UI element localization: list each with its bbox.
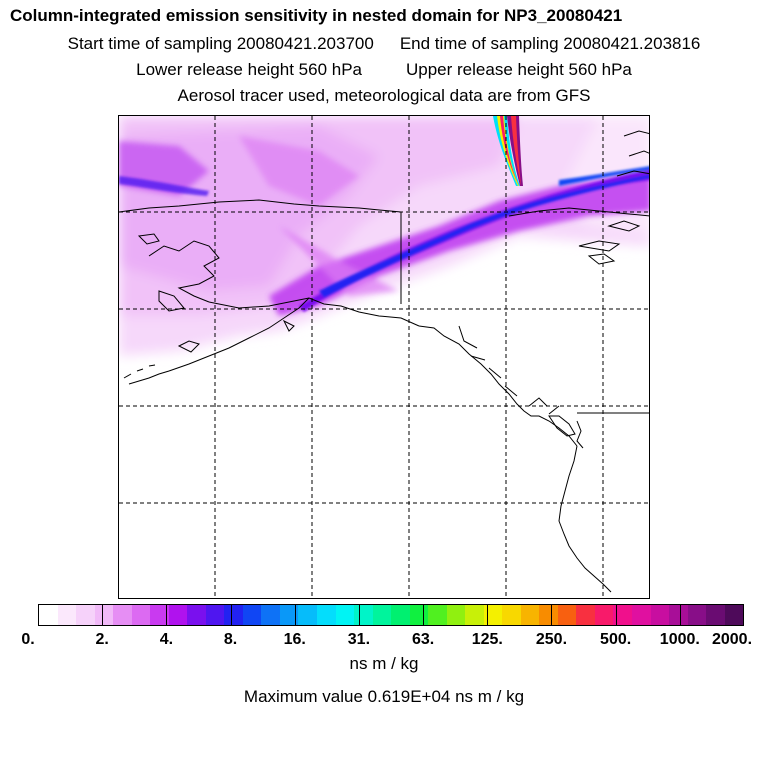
colorbar-segment: [113, 605, 132, 625]
colorbar-segment: [39, 605, 58, 625]
colorbar-segment: [279, 605, 299, 625]
colorbar-tick-label: 500.: [600, 631, 632, 648]
colorbar-tick-label: 8.: [223, 631, 238, 648]
colorbar-segment: [94, 605, 114, 625]
start-time: Start time of sampling 20080421.203700: [67, 34, 374, 53]
sensitivity-plume-core: [119, 166, 649, 312]
colorbar-segment: [224, 605, 243, 625]
colorbar-tick-label: 0.: [21, 631, 35, 648]
colorbar-segment: [465, 605, 484, 625]
colorbar-segment: [205, 605, 225, 625]
lower-release-height: Lower release height 560 hPa: [136, 60, 362, 79]
colorbar-segment: [594, 605, 614, 625]
colorbar-tick-label: 16.: [283, 631, 306, 648]
colorbar: [38, 604, 744, 626]
colorbar-segment: [354, 605, 373, 625]
colorbar-segment: [706, 605, 725, 625]
colorbar-tick-label: 2000.: [711, 631, 753, 648]
colorbar-segment: [632, 605, 651, 625]
colorbar-segment: [613, 605, 632, 625]
colorbar-tick-label: 31.: [347, 631, 371, 648]
colorbar-segment: [428, 605, 447, 625]
maximum-value: Maximum value 0.619E+04 ns m / kg: [243, 687, 525, 706]
colorbar-segment: [335, 605, 355, 625]
gridlines: [119, 116, 649, 598]
colorbar-segment: [576, 605, 595, 625]
end-time: End time of sampling 20080421.203816: [399, 34, 701, 53]
colorbar-segment: [261, 605, 280, 625]
colorbar-segment: [150, 605, 169, 625]
colorbar-segment: [316, 605, 336, 625]
colorbar-segment: [57, 605, 77, 625]
sensitivity-map: [118, 115, 650, 599]
figure-title: Column-integrated emission sensitivity i…: [10, 6, 623, 25]
tracer-info: Aerosol tracer used, meteorological data…: [177, 86, 591, 105]
map-canvas: [119, 116, 649, 598]
colorbar-segment: [187, 605, 206, 625]
colorbar-segment: [446, 605, 466, 625]
release-heights: Lower release height 560 hPa Upper releas…: [0, 60, 768, 80]
colorbar-segment: [669, 605, 688, 625]
upper-release-height: Upper release height 560 hPa: [406, 60, 632, 79]
colorbar-segment: [76, 605, 95, 625]
sampling-times: Start time of sampling 20080421.203700 En…: [0, 34, 768, 54]
sensitivity-field-light: [119, 116, 649, 356]
colorbar-units: ns m / kg: [349, 654, 419, 673]
colorbar-tick-label: 125.: [471, 631, 503, 648]
colorbar-tick-label: 250.: [535, 631, 568, 648]
colorbar-tick-label: 63.: [411, 631, 435, 648]
colorbar-segment: [298, 605, 317, 625]
colorbar-segment: [168, 605, 188, 625]
colorbar-segment: [483, 605, 503, 625]
colorbar-segment: [502, 605, 521, 625]
colorbar-segment: [650, 605, 670, 625]
colorbar-tick-label: 2.: [95, 631, 109, 648]
colorbar-segment: [520, 605, 540, 625]
colorbar-segment: [372, 605, 392, 625]
colorbar-tick-label: 1000.: [659, 631, 700, 648]
colorbar-tick-label: 4.: [159, 631, 174, 648]
colorbar-segment: [131, 605, 151, 625]
colorbar-segment: [539, 605, 558, 625]
coastlines: [119, 130, 649, 593]
colorbar-segment: [409, 605, 429, 625]
colorbar-segment: [557, 605, 577, 625]
colorbar-segment: [242, 605, 262, 625]
colorbar-segment: [391, 605, 410, 625]
colorbar-segment: [687, 605, 707, 625]
colorbar-segment: [724, 605, 744, 625]
